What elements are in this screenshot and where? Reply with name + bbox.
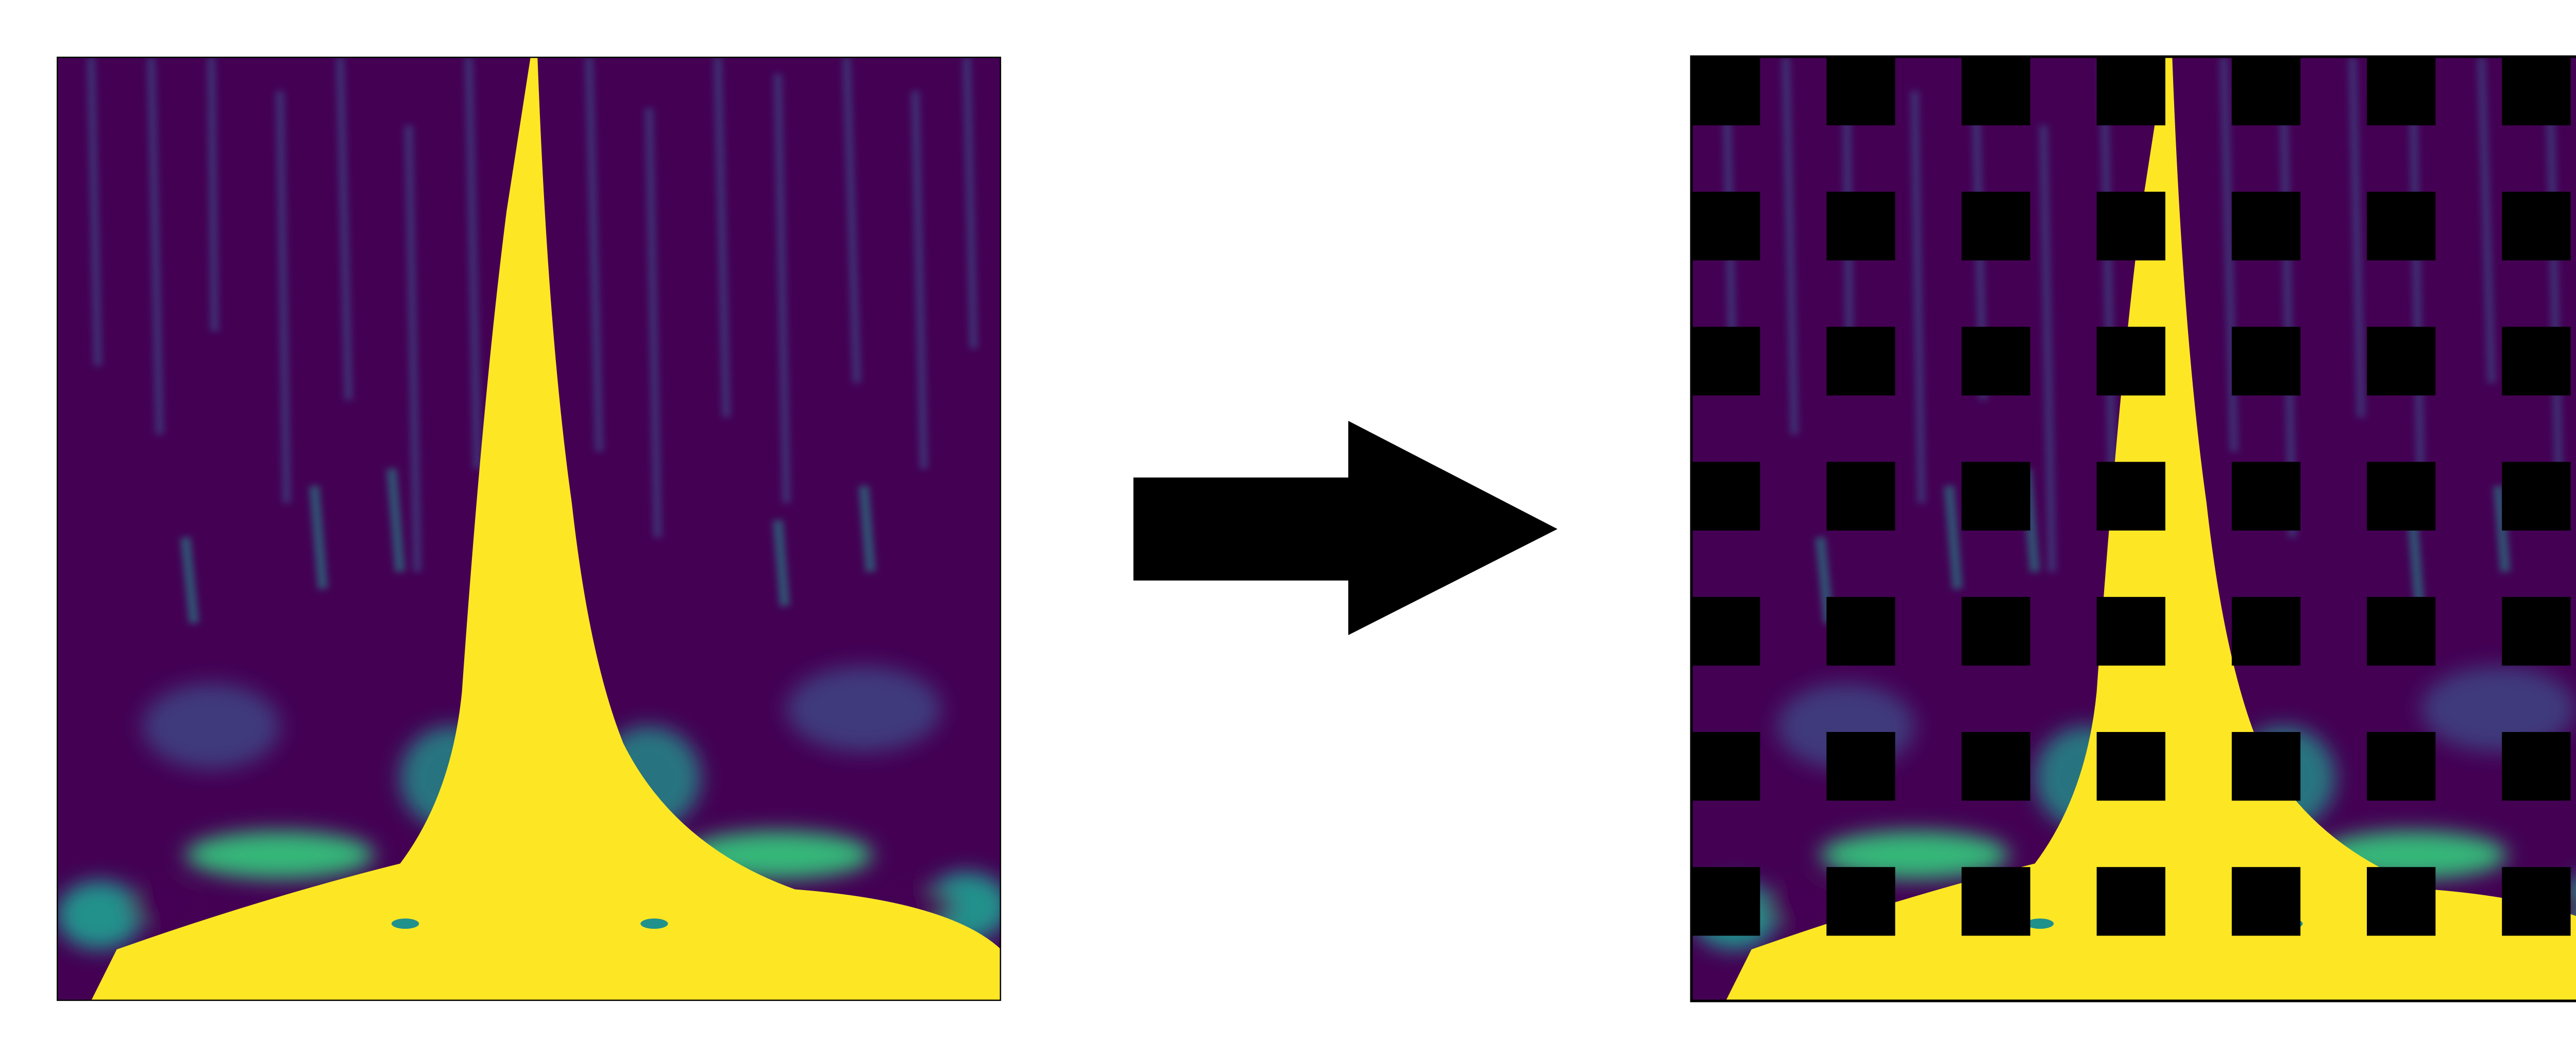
arrow (1133, 421, 1557, 635)
mask-grid (1691, 57, 2576, 1001)
original-spectrogram (57, 57, 1010, 1001)
masked-spectrogram (1691, 57, 2576, 1001)
